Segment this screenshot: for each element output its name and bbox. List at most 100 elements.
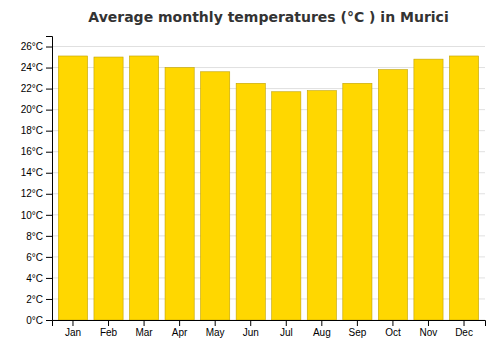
x-axis-line (53, 321, 486, 327)
x-tick-mark (428, 320, 429, 326)
x-tick-label: Jul (280, 327, 293, 338)
x-tick: Oct (385, 320, 401, 338)
x-tick: Nov (420, 320, 438, 338)
bar (201, 72, 230, 320)
y-tick: 8°C (26, 231, 52, 242)
y-tick: 0°C (26, 315, 52, 326)
y-tick-label: 22°C (21, 83, 43, 94)
y-tick: 12°C (21, 188, 52, 199)
bar (343, 83, 372, 320)
plot: 0°C 2°C 4°C 6°C 8°C 10°C 12°C 14°C 16°C 18°C 20°C 2… (21, 37, 486, 339)
bar (165, 68, 194, 320)
y-tick-mark (46, 68, 52, 69)
y-axis-line (46, 37, 53, 321)
y-tick-mark (46, 320, 52, 321)
bar (129, 56, 158, 320)
x-tick-label: Nov (420, 327, 438, 338)
y-tick-label: 2°C (26, 294, 43, 305)
y-axis: 0°C 2°C 4°C 6°C 8°C 10°C 12°C 14°C 16°C 18°C 20°C 2… (21, 37, 53, 326)
bar (449, 56, 478, 320)
y-tick-mark (46, 215, 52, 216)
bar (58, 56, 87, 320)
y-tick-label: 4°C (26, 273, 43, 284)
x-tick-mark (108, 320, 109, 326)
y-tick-label: 6°C (26, 252, 43, 263)
y-tick-label: 14°C (21, 167, 43, 178)
y-tick-mark (46, 131, 52, 132)
grid (52, 47, 485, 320)
y-tick-mark (46, 257, 52, 258)
y-tick: 26°C (21, 41, 52, 52)
x-tick-label: Jan (65, 327, 81, 338)
y-tick-mark (46, 173, 52, 174)
grid-line (52, 46, 485, 47)
x-axis: Jan Feb Mar Apr May Jun Jul Aug Sep Oct Nov Dec (53, 320, 486, 338)
x-tick-label: Dec (455, 327, 473, 338)
y-tick-label: 8°C (26, 231, 43, 242)
x-tick-mark (179, 320, 180, 326)
x-tick: Feb (100, 320, 118, 338)
x-tick-mark (215, 320, 216, 326)
y-tick: 14°C (21, 167, 52, 178)
y-tick: 24°C (21, 62, 52, 73)
x-tick: Mar (135, 320, 153, 338)
x-tick-label: Jun (243, 327, 259, 338)
x-tick-label: Oct (385, 327, 401, 338)
x-tick-mark (392, 320, 393, 326)
x-tick: May (206, 320, 225, 338)
x-tick-label: Feb (100, 327, 118, 338)
title: Average monthly temperatures (°C ) in Mu… (88, 9, 448, 25)
y-tick-label: 12°C (21, 188, 43, 199)
x-tick-mark (72, 320, 73, 326)
x-tick-label: May (206, 327, 225, 338)
y-tick: 6°C (26, 252, 52, 263)
y-tick-mark (46, 278, 52, 279)
x-tick: Sep (348, 320, 366, 338)
x-tick: Apr (172, 320, 188, 338)
y-tick-mark (46, 47, 52, 48)
bar (414, 59, 443, 320)
bar (378, 70, 407, 320)
bar (236, 83, 265, 320)
y-tick-mark (46, 299, 52, 300)
y-tick-mark (46, 110, 52, 111)
chart: 0°C 2°C 4°C 6°C 8°C 10°C 12°C 14°C 16°C 18°C 20°C 2… (0, 0, 500, 350)
y-tick-mark (46, 152, 52, 153)
x-tick-label: Aug (313, 327, 331, 338)
y-tick-label: 24°C (21, 62, 43, 73)
y-tick: 20°C (21, 104, 52, 115)
y-tick-mark (46, 236, 52, 237)
bar (307, 91, 336, 320)
x-tick: Jan (65, 320, 81, 338)
y-tick-mark (46, 194, 52, 195)
y-tick: 16°C (21, 146, 52, 157)
x-tick-label: Sep (348, 327, 366, 338)
y-tick-mark (46, 89, 52, 90)
bar (272, 92, 301, 320)
y-tick: 22°C (21, 83, 52, 94)
y-tick-label: 10°C (21, 210, 43, 221)
y-tick-label: 20°C (21, 104, 43, 115)
x-tick-mark (357, 320, 358, 326)
x-tick-mark (286, 320, 287, 326)
x-tick: Aug (313, 320, 331, 338)
y-tick: 4°C (26, 273, 52, 284)
bar (94, 57, 123, 320)
y-tick-label: 16°C (21, 146, 43, 157)
y-tick: 18°C (21, 125, 52, 136)
x-tick-mark (321, 320, 322, 326)
bars (58, 56, 478, 320)
x-tick-mark (464, 320, 465, 326)
y-tick: 2°C (26, 294, 52, 305)
x-tick-mark (250, 320, 251, 326)
x-tick-label: Apr (172, 327, 188, 338)
y-tick-label: 18°C (21, 125, 43, 136)
y-tick: 10°C (21, 210, 52, 221)
y-tick-label: 26°C (21, 41, 43, 52)
x-tick: Jul (280, 320, 293, 338)
y-tick-label: 0°C (26, 315, 43, 326)
x-tick-label: Mar (135, 327, 153, 338)
x-tick-mark (144, 320, 145, 326)
x-tick: Jun (243, 320, 259, 338)
x-tick: Dec (455, 320, 473, 338)
